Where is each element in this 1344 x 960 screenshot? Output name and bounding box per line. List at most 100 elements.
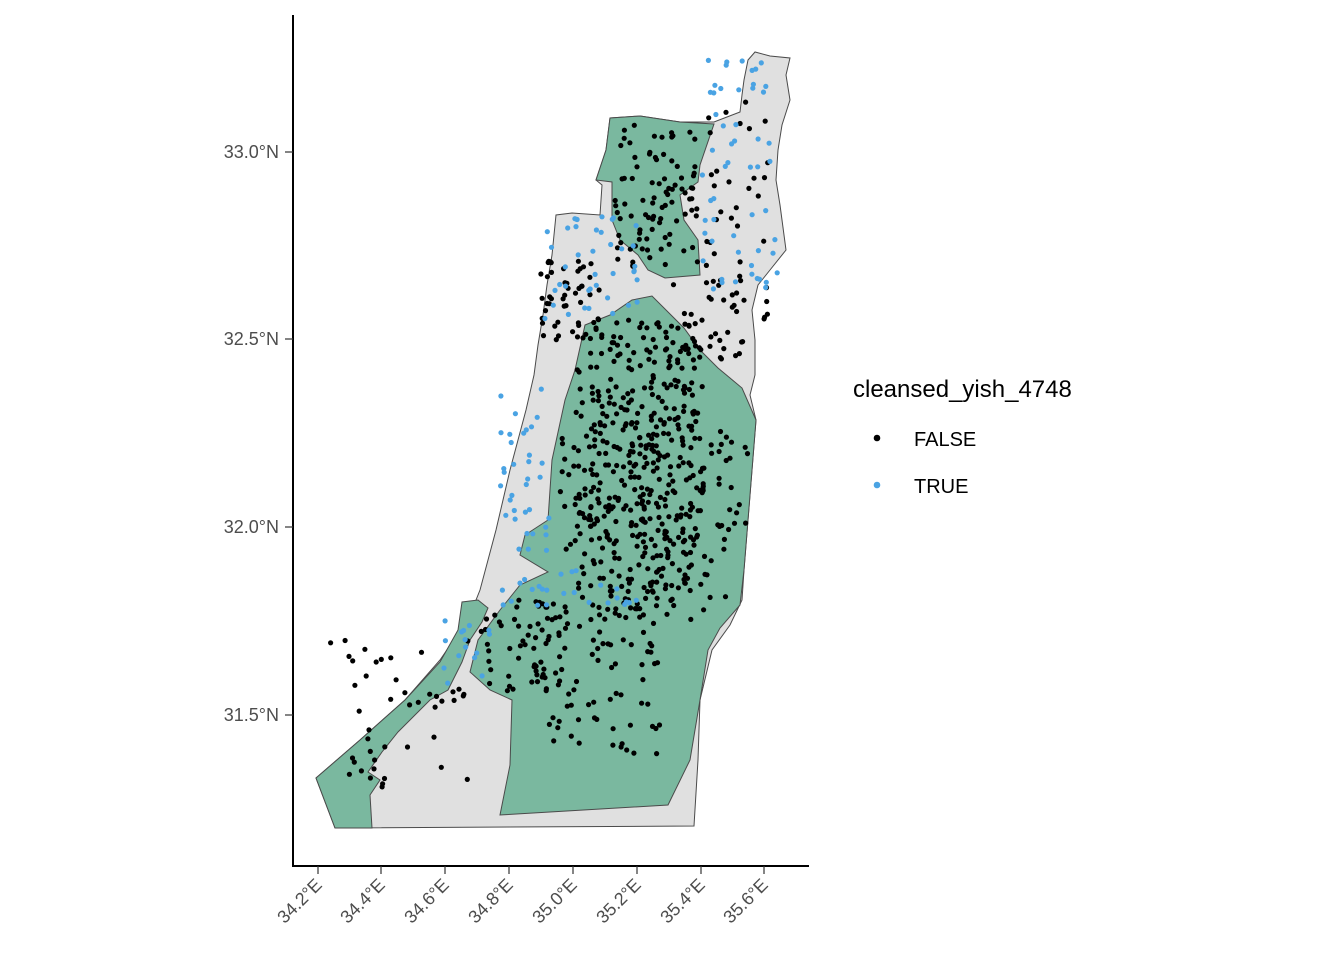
settlement-point	[589, 384, 595, 390]
settlement-point	[378, 656, 384, 663]
settlement-point	[666, 514, 672, 520]
settlement-point	[483, 616, 490, 622]
settlement-point	[588, 261, 594, 267]
settlement-point	[628, 507, 634, 513]
settlement-point	[697, 508, 704, 514]
settlement-point	[767, 158, 773, 164]
settlement-point	[650, 373, 656, 379]
settlement-point	[718, 85, 724, 92]
settlement-point	[650, 200, 656, 206]
settlement-point	[594, 364, 600, 370]
settlement-point	[626, 365, 632, 371]
settlement-point	[596, 450, 602, 457]
settlement-point	[761, 175, 768, 181]
settlement-point	[763, 284, 769, 291]
settlement-point	[694, 534, 700, 540]
settlement-point	[600, 641, 606, 647]
settlement-point	[682, 190, 688, 196]
settlement-point	[568, 702, 574, 708]
settlement-point	[609, 588, 615, 594]
settlement-point	[647, 516, 653, 522]
settlement-point	[631, 750, 637, 756]
settlement-point	[648, 417, 655, 423]
settlement-point	[718, 441, 724, 447]
settlement-point	[586, 287, 592, 293]
settlement-point	[650, 468, 657, 474]
settlement-point	[614, 595, 620, 601]
settlement-point	[587, 292, 593, 298]
settlement-point	[450, 689, 456, 695]
settlement-point	[553, 670, 559, 676]
settlement-point	[367, 748, 373, 755]
settlement-point	[367, 775, 373, 781]
settlement-point	[571, 687, 577, 693]
settlement-point	[582, 486, 588, 492]
settlement-point	[726, 526, 732, 533]
settlement-point	[637, 451, 643, 457]
settlement-point	[675, 378, 681, 384]
settlement-point	[530, 531, 536, 537]
settlement-point	[656, 181, 662, 187]
settlement-point	[692, 435, 698, 441]
settlement-point	[432, 704, 438, 710]
settlement-point	[633, 461, 639, 467]
settlement-point	[618, 142, 624, 149]
settlement-point	[749, 67, 755, 73]
settlement-point	[643, 212, 649, 218]
settlement-point	[608, 642, 614, 648]
settlement-point	[755, 193, 761, 199]
settlement-point	[555, 319, 561, 325]
settlement-point	[712, 82, 718, 88]
settlement-point	[517, 580, 523, 586]
settlement-point	[366, 727, 372, 733]
settlement-point	[507, 431, 513, 437]
settlement-point	[663, 329, 669, 335]
settlement-point	[686, 350, 692, 357]
settlement-point	[687, 129, 693, 135]
settlement-point	[592, 271, 598, 277]
settlement-point	[763, 279, 769, 285]
settlement-point	[637, 606, 643, 612]
settlement-point	[666, 482, 672, 488]
settlement-point	[630, 259, 636, 265]
settlement-point	[702, 217, 708, 223]
settlement-point	[760, 89, 767, 95]
settlement-point	[522, 642, 528, 648]
settlement-point	[640, 629, 647, 636]
settlement-point	[500, 602, 506, 608]
x-tick-label: 34.8°E	[464, 875, 517, 928]
settlement-point	[498, 483, 504, 489]
settlement-point	[576, 322, 582, 328]
settlement-point	[583, 331, 589, 337]
settlement-point	[681, 403, 687, 409]
settlement-point	[611, 401, 617, 407]
settlement-point	[595, 388, 601, 395]
settlement-point	[598, 559, 604, 565]
settlement-point	[620, 464, 627, 470]
settlement-point	[548, 269, 555, 275]
settlement-point	[737, 273, 743, 279]
settlement-point	[710, 286, 717, 292]
settlement-point	[627, 448, 634, 454]
settlement-point	[687, 514, 693, 520]
settlement-point	[742, 444, 748, 450]
settlement-point	[545, 259, 551, 266]
settlement-point	[523, 481, 529, 488]
settlement-point	[571, 463, 577, 469]
settlement-point	[581, 515, 588, 521]
settlement-point	[591, 699, 597, 705]
settlement-point	[592, 437, 598, 443]
settlement-point	[628, 421, 635, 427]
settlement-point	[740, 339, 746, 345]
settlement-point	[628, 605, 634, 611]
settlement-point	[654, 579, 660, 585]
settlement-point	[716, 475, 722, 481]
settlement-point	[666, 241, 672, 247]
settlement-point	[733, 205, 739, 211]
settlement-point	[563, 546, 569, 552]
legend-key-true	[873, 481, 881, 489]
settlement-point	[572, 290, 579, 296]
settlement-point	[593, 282, 599, 288]
legend: cleansed_yish_4748 FALSE TRUE	[853, 376, 1072, 498]
settlement-point	[478, 628, 484, 635]
